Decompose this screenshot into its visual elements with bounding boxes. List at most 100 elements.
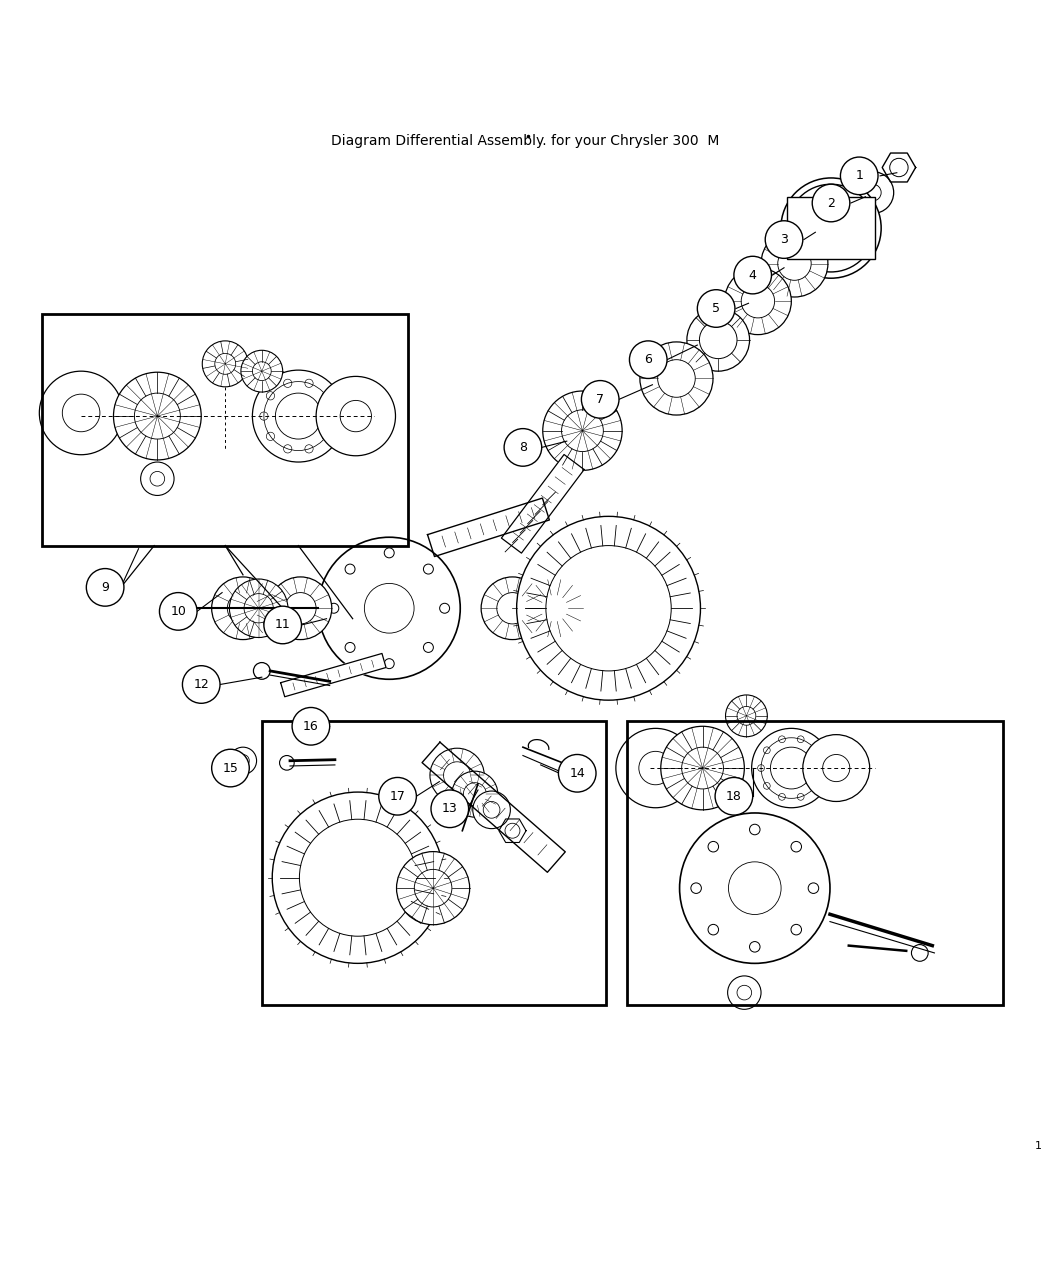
Circle shape — [452, 771, 498, 817]
Circle shape — [379, 778, 417, 815]
Circle shape — [802, 199, 818, 215]
Circle shape — [687, 309, 750, 371]
Text: 4: 4 — [749, 269, 757, 282]
Circle shape — [113, 372, 202, 460]
Circle shape — [252, 370, 344, 462]
Circle shape — [253, 663, 270, 680]
Text: 15: 15 — [223, 761, 238, 774]
Circle shape — [752, 728, 831, 808]
Circle shape — [559, 755, 596, 792]
Text: Diagram Differential Assembly. for your Chrysler 300  M: Diagram Differential Assembly. for your … — [331, 134, 719, 148]
Text: 12: 12 — [193, 678, 209, 691]
Circle shape — [384, 548, 394, 558]
Text: 2: 2 — [827, 196, 835, 209]
Circle shape — [269, 576, 332, 640]
Circle shape — [798, 195, 816, 213]
Circle shape — [212, 750, 249, 787]
Circle shape — [715, 778, 753, 815]
Circle shape — [318, 537, 460, 680]
Circle shape — [724, 268, 792, 334]
Circle shape — [345, 564, 355, 574]
Circle shape — [803, 734, 869, 802]
Circle shape — [840, 157, 878, 195]
Circle shape — [728, 975, 761, 1010]
Circle shape — [708, 842, 718, 852]
Circle shape — [264, 606, 301, 644]
Circle shape — [430, 790, 468, 827]
Text: 13: 13 — [442, 802, 458, 815]
Text: 17: 17 — [390, 789, 405, 803]
Polygon shape — [427, 499, 549, 556]
Circle shape — [846, 244, 864, 261]
Text: 7: 7 — [596, 393, 604, 405]
Circle shape — [805, 201, 857, 254]
Circle shape — [440, 603, 449, 613]
Circle shape — [781, 179, 881, 278]
Circle shape — [582, 380, 620, 418]
Circle shape — [791, 924, 801, 935]
Circle shape — [844, 199, 860, 215]
Circle shape — [697, 289, 735, 328]
Circle shape — [911, 945, 928, 961]
Circle shape — [481, 576, 544, 640]
Circle shape — [726, 695, 768, 737]
Text: 16: 16 — [303, 720, 319, 733]
Circle shape — [765, 221, 803, 259]
Polygon shape — [422, 742, 565, 872]
Circle shape — [423, 564, 434, 574]
Text: 5: 5 — [712, 302, 720, 315]
Circle shape — [329, 603, 339, 613]
Circle shape — [292, 708, 330, 745]
Circle shape — [808, 882, 819, 894]
Circle shape — [279, 756, 294, 770]
Circle shape — [423, 643, 434, 653]
Circle shape — [397, 852, 469, 924]
Circle shape — [660, 727, 744, 810]
Text: 1: 1 — [1035, 1141, 1042, 1151]
Circle shape — [86, 569, 124, 606]
Circle shape — [203, 340, 248, 386]
Text: 11: 11 — [275, 618, 291, 631]
Circle shape — [750, 824, 760, 835]
Circle shape — [813, 184, 849, 222]
Circle shape — [183, 666, 220, 704]
Bar — [42, 314, 408, 546]
Circle shape — [240, 351, 282, 391]
Circle shape — [272, 792, 443, 964]
Circle shape — [734, 256, 772, 293]
Bar — [261, 722, 607, 1005]
Circle shape — [679, 813, 830, 964]
Circle shape — [846, 195, 864, 213]
Text: 3: 3 — [780, 233, 788, 246]
Circle shape — [504, 428, 542, 467]
Circle shape — [802, 241, 818, 258]
Text: 6: 6 — [645, 353, 652, 366]
Text: 9: 9 — [101, 581, 109, 594]
Text: 10: 10 — [170, 604, 186, 618]
Bar — [788, 196, 875, 259]
Text: 14: 14 — [569, 766, 585, 780]
Circle shape — [629, 340, 667, 379]
Circle shape — [616, 728, 695, 808]
Bar — [627, 722, 1004, 1005]
Circle shape — [798, 244, 816, 261]
Circle shape — [543, 391, 623, 470]
Circle shape — [691, 882, 701, 894]
Circle shape — [229, 579, 288, 638]
Polygon shape — [502, 454, 584, 553]
Circle shape — [429, 748, 484, 802]
Circle shape — [517, 516, 700, 700]
Circle shape — [39, 371, 123, 455]
Circle shape — [639, 342, 713, 416]
Circle shape — [852, 172, 894, 213]
Text: 8: 8 — [519, 441, 527, 454]
Circle shape — [802, 199, 860, 258]
Polygon shape — [280, 654, 386, 696]
Circle shape — [761, 231, 827, 297]
Circle shape — [141, 462, 174, 496]
Circle shape — [212, 576, 274, 640]
Circle shape — [384, 659, 394, 668]
Circle shape — [791, 842, 801, 852]
Circle shape — [160, 593, 197, 630]
Circle shape — [472, 790, 510, 829]
